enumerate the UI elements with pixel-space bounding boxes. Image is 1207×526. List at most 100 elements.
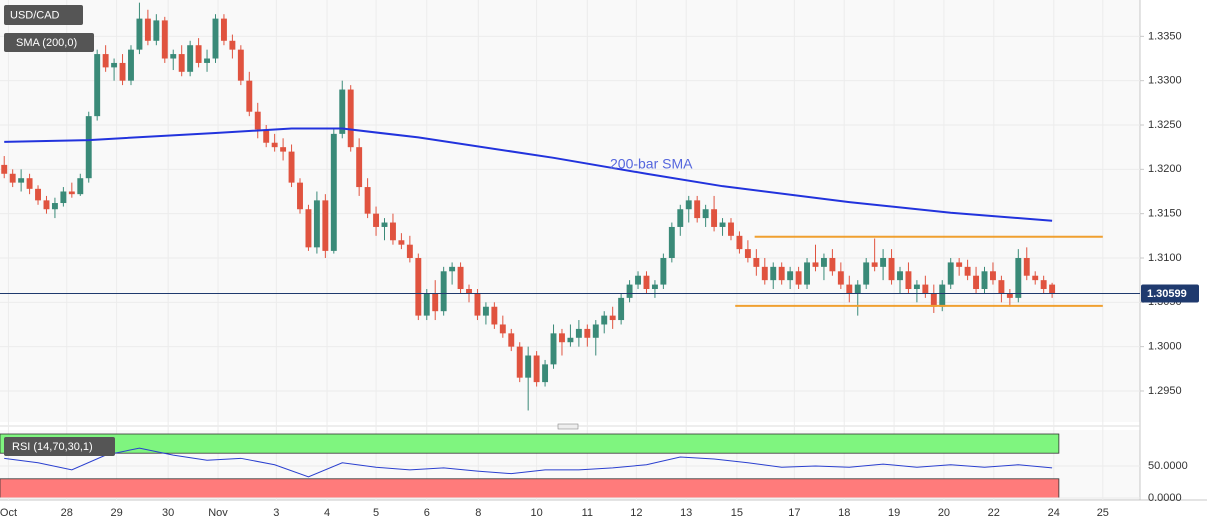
candle-body — [795, 271, 802, 285]
y-tick-label: 0.0000 — [1148, 492, 1182, 504]
symbol: USD/CAD — [10, 9, 60, 21]
x-tick-label: 20 — [938, 507, 950, 519]
x-tick-label: 12 — [630, 507, 642, 519]
last-price-label: 1.30599 — [1147, 288, 1187, 300]
candle-body — [457, 266, 464, 290]
candle-body — [567, 337, 574, 343]
candle-body — [220, 18, 227, 41]
x-tick-label: 13 — [680, 507, 692, 519]
candle-body — [533, 355, 540, 383]
candle-body — [677, 209, 684, 227]
candle-body — [947, 262, 954, 285]
candle-body — [854, 284, 861, 294]
price-panel — [0, 0, 1140, 422]
candle-body — [381, 222, 388, 227]
candle-body — [128, 49, 134, 81]
candle-body — [466, 289, 472, 294]
resize-handle[interactable] — [557, 423, 579, 430]
candle-body — [102, 54, 109, 68]
sma-annotation: 200-bar SMA — [610, 156, 693, 172]
last-price-box — [1141, 284, 1199, 303]
candle-body — [313, 200, 320, 248]
candle-body — [559, 333, 565, 343]
y-tick-label: 1.2950 — [1148, 385, 1182, 397]
candle-body — [330, 133, 337, 251]
candle-body — [922, 284, 929, 294]
candle-body — [685, 200, 692, 210]
candle-body — [668, 226, 675, 258]
candle-body — [635, 275, 641, 285]
candle-body — [728, 222, 734, 236]
candle-body — [398, 240, 405, 245]
candle-body — [871, 262, 878, 267]
candle-body — [939, 284, 946, 307]
candle-body — [288, 151, 295, 183]
candle-body — [474, 293, 481, 316]
x-tick-label: 4 — [324, 507, 330, 519]
indicator: SMA (200,0) — [16, 37, 77, 49]
candle-body — [51, 203, 58, 210]
candle-body — [880, 257, 887, 267]
candle-body — [85, 116, 92, 179]
rsi-line — [4, 447, 1053, 478]
candle-body — [516, 346, 523, 378]
candle-body — [305, 209, 312, 248]
candle-body — [390, 222, 396, 241]
candle-body — [956, 262, 963, 267]
x-tick-label: Oct — [0, 507, 17, 519]
candle-body — [432, 293, 439, 312]
candle-body — [9, 173, 16, 183]
x-tick-label: 25 — [1097, 507, 1109, 519]
candle-body — [778, 266, 785, 281]
candle-body — [212, 18, 219, 59]
candle-body — [153, 20, 160, 41]
rsi-band — [0, 478, 1060, 499]
candle-body — [161, 20, 168, 59]
candle-body — [364, 187, 371, 214]
candle-body — [482, 306, 489, 316]
candle-body — [1023, 257, 1030, 276]
candle-body — [18, 178, 25, 183]
candle-body — [1006, 293, 1013, 298]
candle-body — [280, 147, 287, 152]
candle-body — [736, 235, 743, 250]
x-tick-label: 6 — [424, 507, 430, 519]
y-tick-label: 1.3000 — [1148, 341, 1182, 353]
x-tick-label: 3 — [273, 507, 279, 519]
candle-body — [863, 262, 870, 285]
candle-body — [77, 178, 84, 195]
candle-body — [1015, 257, 1022, 298]
candle-body — [499, 324, 506, 334]
candle-body — [187, 45, 194, 72]
x-tick-label: 30 — [162, 507, 174, 519]
candle-body — [837, 271, 844, 285]
candle-body — [94, 54, 101, 117]
candle-body — [43, 200, 50, 210]
candle-body — [575, 328, 582, 338]
candle-body — [542, 364, 549, 383]
candle-body — [26, 178, 33, 189]
candle-body — [846, 284, 853, 294]
candle-body — [263, 129, 270, 143]
x-tick-label: 10 — [530, 507, 542, 519]
candle-body — [702, 209, 709, 219]
candle-body — [964, 266, 971, 276]
candle-body — [973, 275, 980, 290]
candle-body — [35, 188, 41, 201]
candle-body — [237, 49, 244, 81]
candle-body — [888, 257, 895, 281]
candle-body — [787, 271, 794, 281]
candle-body — [204, 58, 210, 63]
candle-body — [1032, 275, 1039, 281]
candle-body — [905, 271, 912, 290]
candle-body — [812, 262, 819, 267]
candle-body — [229, 40, 236, 50]
candle-body — [1049, 284, 1056, 294]
candle-body — [347, 89, 354, 148]
y-tick-label: 50.0000 — [1148, 460, 1188, 472]
candle-body — [584, 328, 591, 338]
candle-body — [339, 89, 346, 134]
candle-body — [440, 271, 447, 312]
candle-body — [618, 297, 625, 321]
